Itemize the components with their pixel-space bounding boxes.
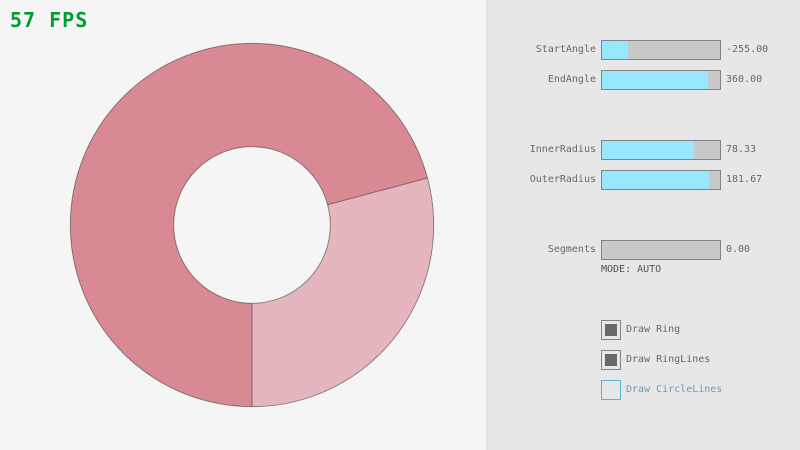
- outerradius-slider-fill: [602, 171, 710, 189]
- startangle-value: -255.00: [726, 44, 769, 55]
- endangle-slider-fill: [602, 71, 709, 89]
- checkbox-row-draw-ring: Draw Ring: [487, 320, 800, 340]
- draw-ringlines-label: Draw RingLines: [626, 354, 711, 365]
- outerradius-label: OuterRadius: [529, 174, 596, 185]
- ring-slice-single-pass-region: [252, 177, 434, 407]
- innerradius-label: InnerRadius: [529, 144, 596, 155]
- draw-ringlines-checkbox[interactable]: [601, 350, 621, 370]
- segments-label: Segments: [547, 244, 596, 255]
- innerradius-value: 78.33: [726, 144, 757, 155]
- ring-radial-line: [327, 177, 428, 206]
- startangle-sliderbar[interactable]: [601, 40, 721, 60]
- segments-sliderbar[interactable]: [601, 240, 721, 260]
- slider-row-innerradius: InnerRadius 78.33: [487, 140, 800, 160]
- controls-panel: StartAngle -255.00 EndAngle 360.00 Inner…: [486, 0, 800, 450]
- endangle-value: 360.00: [726, 74, 763, 85]
- ring-slice-double-pass-region: [70, 43, 428, 407]
- mode-label: MODE: AUTO: [601, 264, 662, 275]
- outerradius-value: 181.67: [726, 174, 763, 185]
- innerradius-slider-fill: [602, 141, 695, 159]
- innerradius-sliderbar[interactable]: [601, 140, 721, 160]
- startangle-label: StartAngle: [535, 44, 596, 55]
- slider-row-outerradius: OuterRadius 181.67: [487, 170, 800, 190]
- draw-ring-checkbox[interactable]: [601, 320, 621, 340]
- slider-row-endangle: EndAngle 360.00: [487, 70, 800, 90]
- ring-inner-outline: [173, 146, 331, 304]
- fps-counter: 57 FPS: [10, 8, 89, 32]
- slider-row-segments: Segments 0.00: [487, 240, 800, 260]
- outerradius-sliderbar[interactable]: [601, 170, 721, 190]
- segments-value: 0.00: [726, 244, 751, 255]
- endangle-label: EndAngle: [547, 74, 596, 85]
- ring-outer-outline: [69, 42, 435, 408]
- draw-circlelines-label: Draw CircleLines: [626, 384, 723, 395]
- endangle-sliderbar[interactable]: [601, 70, 721, 90]
- draw-circlelines-checkbox[interactable]: [601, 380, 621, 400]
- slider-row-startangle: StartAngle -255.00: [487, 40, 800, 60]
- startangle-slider-fill: [602, 41, 628, 59]
- checkbox-row-draw-ringlines: Draw RingLines: [487, 350, 800, 370]
- draw-ring-label: Draw Ring: [626, 324, 681, 335]
- checkbox-row-draw-circlelines: Draw CircleLines: [487, 380, 800, 400]
